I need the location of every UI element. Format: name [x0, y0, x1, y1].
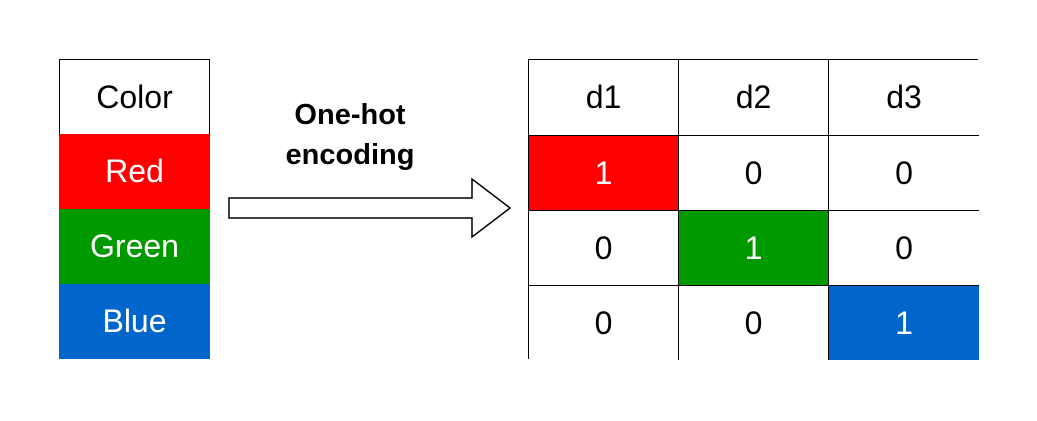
output-cell: 0 [529, 210, 679, 285]
output-cell: 0 [829, 210, 979, 285]
output-cell: 0 [829, 135, 979, 210]
output-cell: 1 [529, 135, 679, 210]
output-table: d1 d2 d3 1 0 0 0 1 0 0 0 1 [528, 59, 979, 360]
header-d3: d3 [829, 60, 979, 135]
header-d1: d1 [529, 60, 679, 135]
input-row-red: Red [59, 134, 210, 209]
output-cell: 0 [679, 135, 829, 210]
arrow-label: One-hot encoding [255, 95, 445, 175]
output-cell: 0 [529, 285, 679, 360]
output-cell: 1 [829, 285, 979, 360]
label-line-2: encoding [285, 139, 415, 171]
label-line-1: One-hot [294, 99, 406, 131]
output-cell: 1 [679, 210, 829, 285]
output-cell: 0 [679, 285, 829, 360]
input-row-green: Green [59, 209, 210, 284]
header-d2: d2 [679, 60, 829, 135]
input-header: Color [60, 60, 209, 134]
input-row-blue: Blue [59, 284, 210, 359]
input-table: Color Red Green Blue [59, 59, 210, 359]
